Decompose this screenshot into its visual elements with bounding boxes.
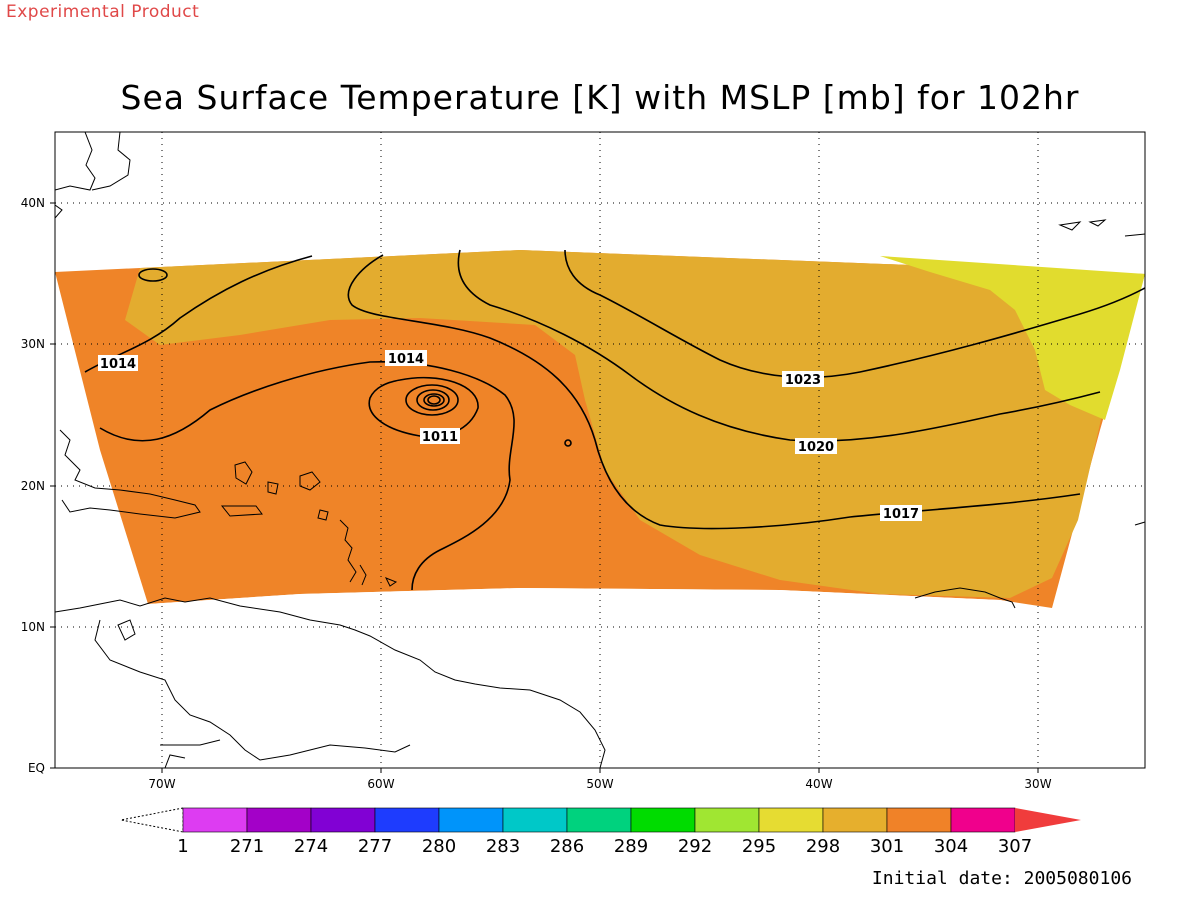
x-tick-label: 40W <box>805 777 832 791</box>
colorbar-low-arrow <box>120 807 184 833</box>
colorbar-swatch <box>950 807 1016 833</box>
colorbar-label: 307 <box>998 836 1032 857</box>
y-tick-label: 10N <box>21 620 45 634</box>
contour-label-1017: 1017 <box>883 507 919 522</box>
colorbar-swatch <box>374 807 440 833</box>
colorbar-swatch <box>694 807 760 833</box>
colorbar-label: 292 <box>678 836 712 857</box>
colorbar-label: 301 <box>870 836 904 857</box>
colorbar-swatch <box>886 807 952 833</box>
x-tick-label: 30W <box>1024 777 1051 791</box>
colorbar-label: 286 <box>550 836 584 857</box>
y-tick-label: 20N <box>21 479 45 493</box>
initial-date: Initial date: 2005080106 <box>871 868 1132 889</box>
contour-label-1023: 1023 <box>785 373 821 388</box>
colorbar-label: 277 <box>358 836 392 857</box>
contour-label-1014-west: 1014 <box>100 357 136 372</box>
contour-labels: 1014 1014 1011 1023 1020 1017 <box>98 350 922 522</box>
experimental-product-banner: Experimental Product <box>6 2 200 22</box>
colorbar-label: 289 <box>614 836 648 857</box>
colorbar-swatch <box>758 807 824 833</box>
colorbar-swatch <box>502 807 568 833</box>
colorbar-label: 304 <box>934 836 968 857</box>
colorbar-swatch <box>246 807 312 833</box>
colorbar-swatch <box>822 807 888 833</box>
coastlines <box>55 132 1145 768</box>
colorbar-label: 1 <box>177 836 188 857</box>
sst-field-295-298 <box>880 256 1145 420</box>
map-title: Sea Surface Temperature [K] with MSLP [m… <box>120 78 1080 117</box>
colorbar-label: 274 <box>294 836 328 857</box>
y-axis-labels: EQ 10N 20N 30N 40N <box>21 196 45 775</box>
x-tick-label: 50W <box>586 777 613 791</box>
colorbar-swatch <box>566 807 632 833</box>
colorbar-high-arrow <box>1015 808 1081 832</box>
colorbar-swatch <box>182 807 248 833</box>
y-tick-label: 30N <box>21 337 45 351</box>
contour-label-1011: 1011 <box>422 430 458 445</box>
x-tick-label: 70W <box>148 777 175 791</box>
colorbar-swatch <box>630 807 696 833</box>
colorbar: 1 271 274 277 280 283 286 289 292 295 298 301 304 307 <box>120 807 1081 857</box>
colorbar-label: 271 <box>230 836 264 857</box>
y-tick-label: 40N <box>21 196 45 210</box>
colorbar-label: 280 <box>422 836 456 857</box>
x-axis-labels: 70W 60W 50W 40W 30W <box>148 777 1051 791</box>
colorbar-label: 298 <box>806 836 840 857</box>
x-tick-label: 60W <box>367 777 394 791</box>
colorbar-label: 295 <box>742 836 776 857</box>
colorbar-label: 283 <box>486 836 520 857</box>
contour-label-1014-center: 1014 <box>388 352 424 367</box>
contour-label-1020: 1020 <box>798 440 834 455</box>
colorbar-swatch <box>438 807 504 833</box>
y-tick-label: EQ <box>28 761 45 775</box>
colorbar-swatch <box>310 807 376 833</box>
